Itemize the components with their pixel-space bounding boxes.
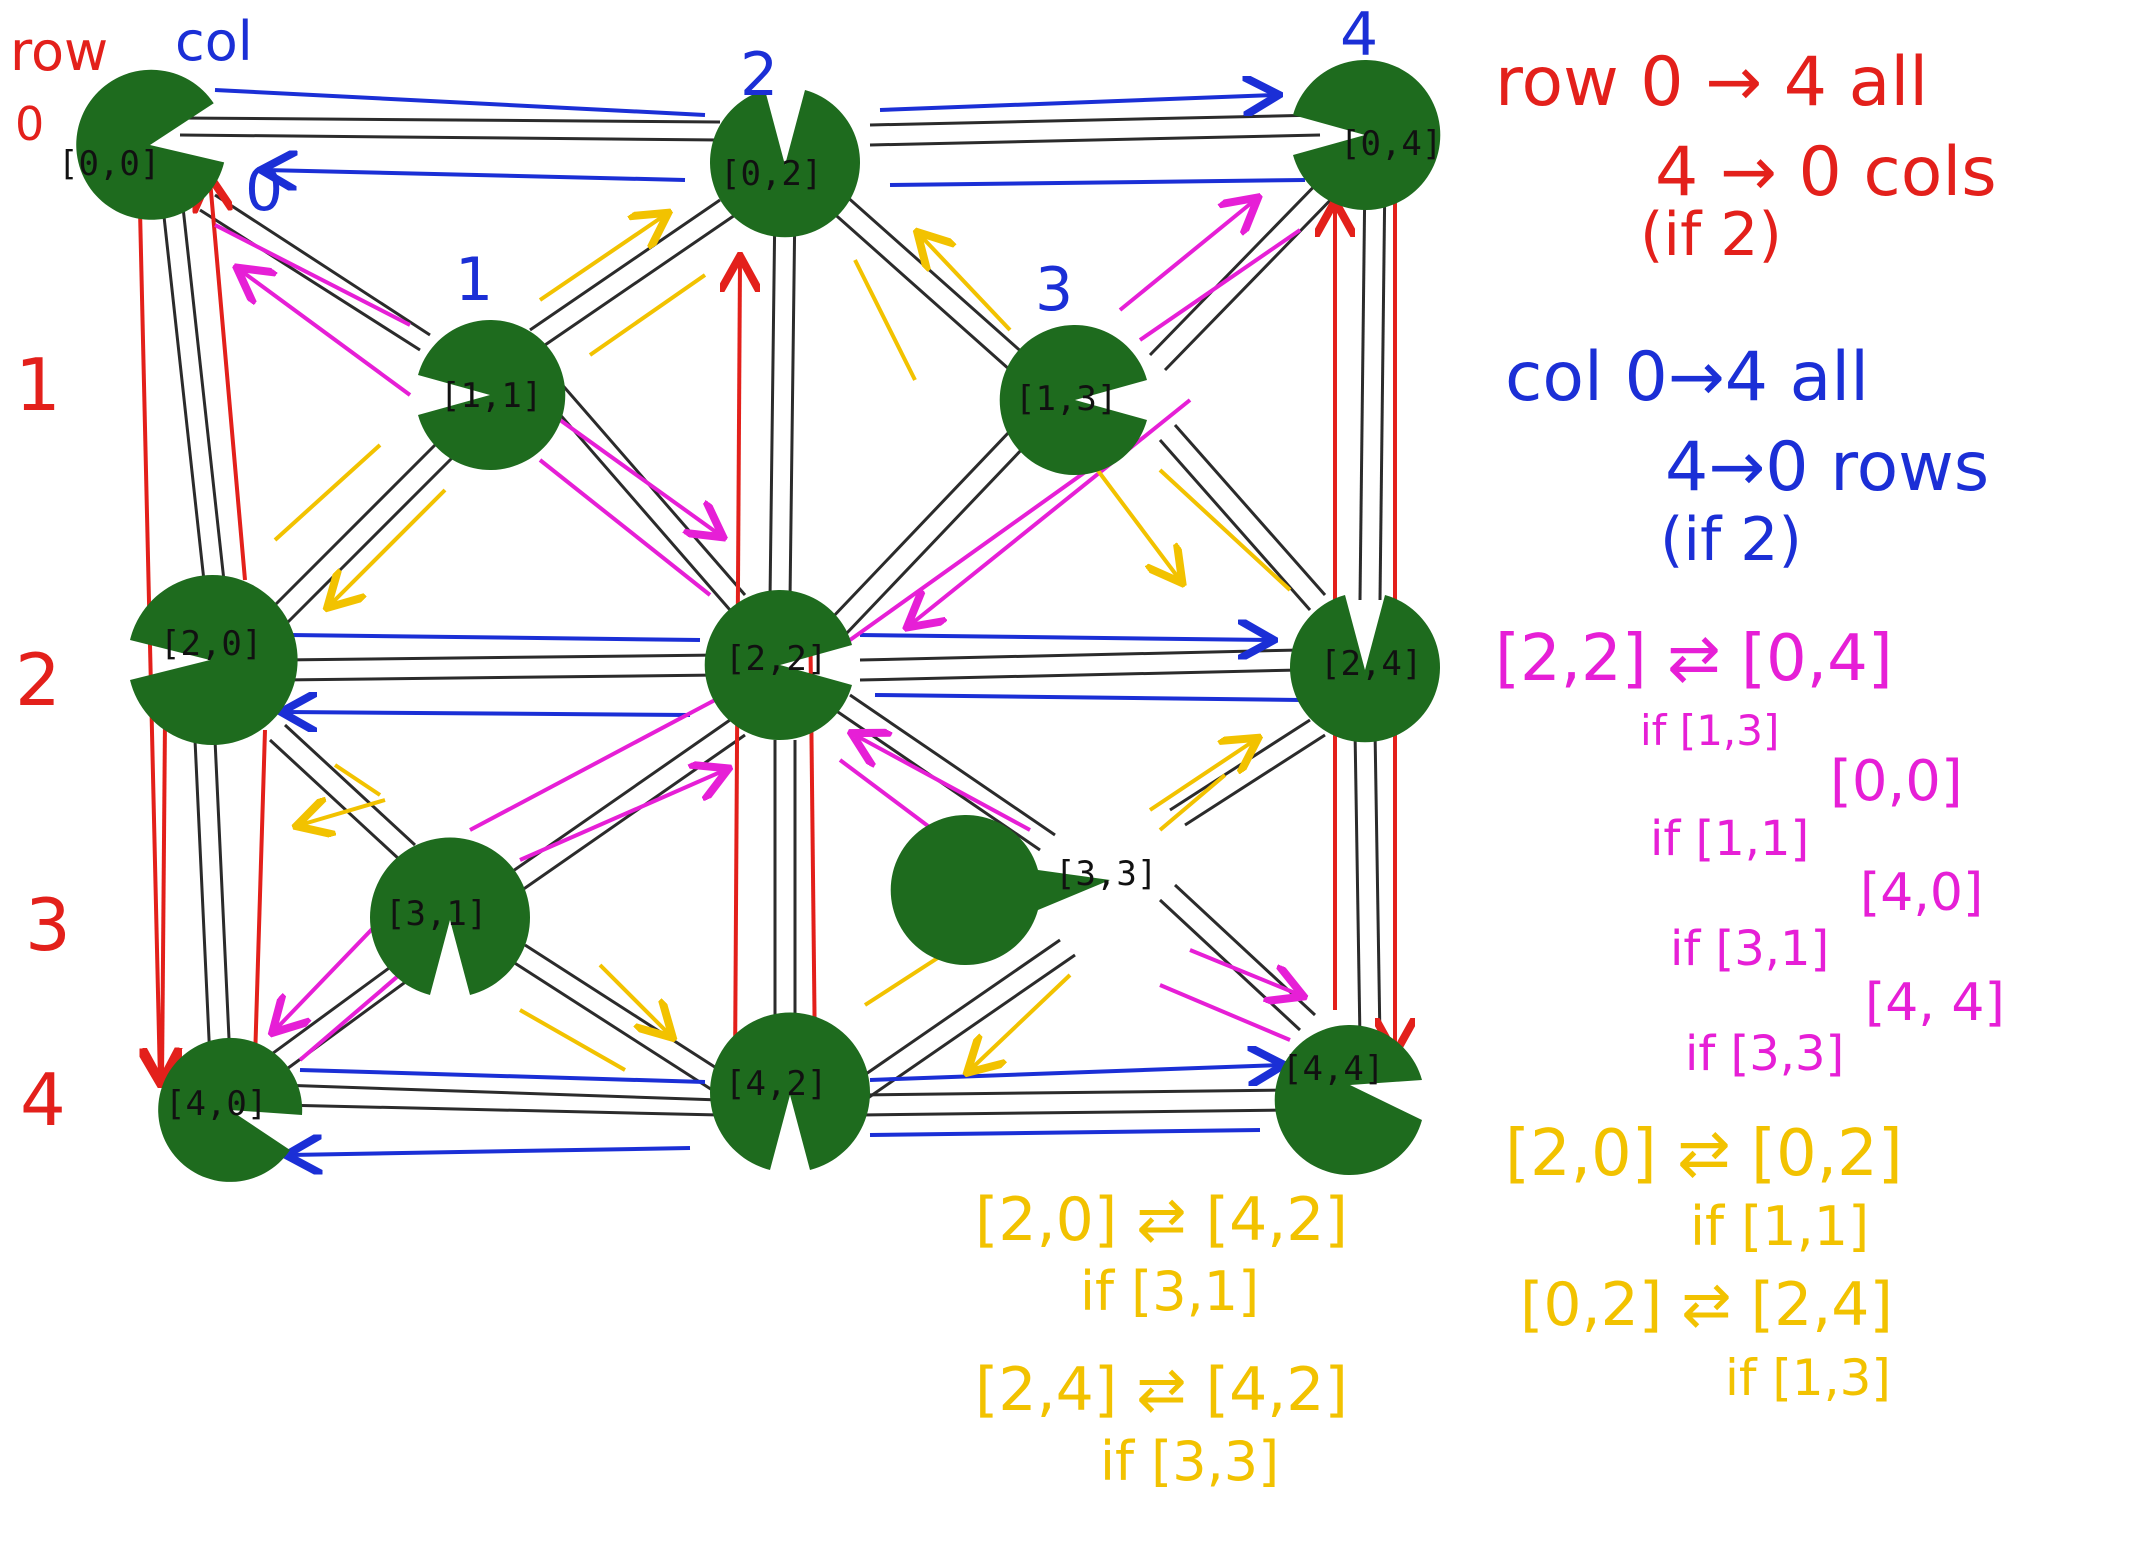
blue-note-line-3: (if 2) (1660, 505, 1802, 575)
col-label-2: 2 (740, 40, 778, 110)
col-label-1: 1 (455, 245, 493, 315)
node-4-2: [4,2] (710, 1012, 870, 1170)
magenta-cond-3: if [3,1] (1670, 921, 1829, 977)
magenta-cond-4: if [3,3] (1685, 1026, 1844, 1082)
yellow-d-main: [2,4] ⇄ [4,2] (975, 1355, 1348, 1425)
blue-notes: col 0→4 all 4→0 rows (if 2) (1505, 338, 1989, 575)
yellow-c-main: [2,0] ⇄ [4,2] (975, 1185, 1348, 1255)
node-layer: [0,0] [0,2] [0,4] [1,1] [1,3] [2,0] [2,2… (58, 60, 1442, 1182)
node-3-1: [3,1] (370, 837, 530, 995)
col-label-4: 4 (1340, 0, 1378, 70)
node-1-3: [1,3] (999, 325, 1147, 475)
red-note-line-1: row 0 → 4 all (1495, 43, 1928, 122)
row-label-0: 0 (15, 97, 44, 151)
node-label: [4,4] (1282, 1049, 1384, 1089)
magenta-target-3: [4,0] (1860, 863, 1983, 923)
row-label-1: 1 (15, 343, 61, 427)
node-label: [2,0] (160, 624, 262, 664)
node-label: [2,2] (725, 639, 827, 679)
magenta-notes: [2,2] ⇄ [0,4] if [1,3] [0,0] if [1,1] [4… (1495, 622, 2005, 1082)
magenta-move-arrows (214, 200, 1300, 1062)
blue-note-line-1: col 0→4 all (1505, 338, 1869, 417)
node-3-3: [3,3] (890, 815, 1157, 965)
col-label-3: 3 (1035, 255, 1073, 325)
node-2-2: [2,2] (704, 590, 852, 740)
yellow-notes: [2,0] ⇄ [0,2] if [1,1] [0,2] ⇄ [2,4] if … (975, 1117, 1903, 1493)
node-2-0: [2,0] (130, 575, 298, 745)
magenta-target-2: [0,0] (1830, 749, 1963, 814)
red-notes: row 0 → 4 all 4 → 0 cols (if 2) (1495, 43, 1997, 270)
row-axis-title: row (10, 20, 108, 83)
red-note-line-3: (if 2) (1640, 200, 1782, 270)
magenta-target-4: [4, 4] (1865, 973, 2005, 1033)
node-label: [4,2] (725, 1064, 827, 1104)
node-label: [1,3] (1015, 379, 1117, 419)
yellow-d-cond: if [3,3] (1100, 1430, 1279, 1493)
node-1-1: [1,1] (418, 320, 566, 470)
node-label: [3,3] (1055, 854, 1157, 894)
red-note-line-2: 4 → 0 cols (1655, 133, 1997, 212)
blue-move-arrows (214, 90, 1306, 1155)
node-0-2: [0,2] (710, 90, 860, 238)
yellow-c-cond: if [3,1] (1080, 1260, 1259, 1323)
node-label: [3,1] (385, 894, 487, 934)
col-label-0: 0 (245, 155, 283, 225)
node-label: [0,2] (720, 154, 822, 194)
node-0-4: [0,4] (1293, 60, 1442, 210)
node-label: [0,0] (58, 144, 160, 184)
blue-note-line-2: 4→0 rows (1665, 428, 1989, 507)
node-label: [0,4] (1340, 124, 1442, 164)
magenta-cond-1: if [1,3] (1640, 706, 1779, 755)
magenta-main: [2,2] ⇄ [0,4] (1495, 622, 1893, 696)
node-label: [4,0] (165, 1084, 267, 1124)
row-label-2: 2 (15, 638, 61, 722)
yellow-b-main: [0,2] ⇄ [2,4] (1520, 1270, 1893, 1340)
yellow-a-main: [2,0] ⇄ [0,2] (1505, 1117, 1903, 1191)
row-label-3: 3 (25, 883, 71, 967)
row-label-4: 4 (20, 1058, 66, 1142)
axis-labels: row col 0 1 2 3 4 0 1 2 3 4 (10, 0, 1378, 1142)
node-4-0: [4,0] (158, 1037, 303, 1182)
node-4-4: [4,4] (1274, 1025, 1422, 1175)
node-label: [1,1] (440, 376, 542, 416)
yellow-a-cond: if [1,1] (1690, 1195, 1869, 1258)
magenta-cond-2: if [1,1] (1650, 811, 1809, 867)
yellow-b-cond: if [1,3] (1725, 1349, 1891, 1407)
yellow-move-arrows (273, 215, 1292, 1070)
node-label: [2,4] (1320, 644, 1422, 684)
col-axis-title: col (175, 10, 253, 73)
node-0-0: [0,0] (58, 69, 225, 220)
node-2-4: [2,4] (1290, 595, 1440, 743)
